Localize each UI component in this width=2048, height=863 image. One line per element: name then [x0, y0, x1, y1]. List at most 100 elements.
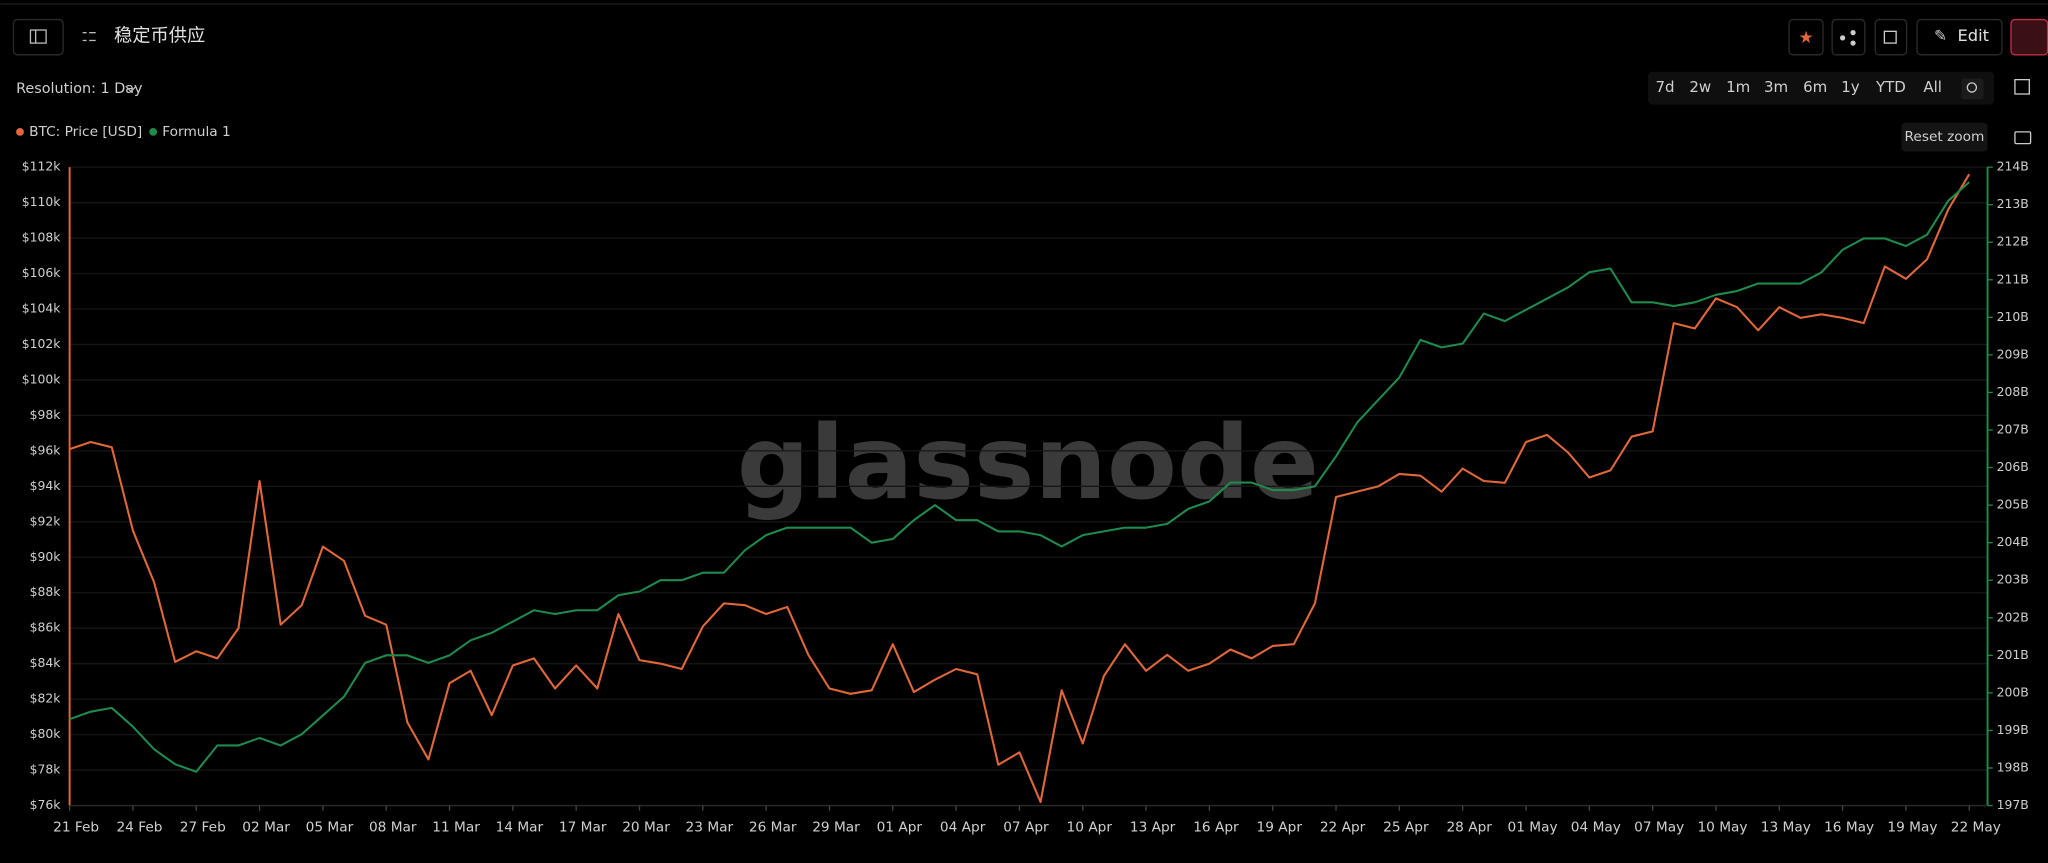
y-tick-label: $112k	[22, 159, 62, 174]
reset-zoom-button[interactable]	[1901, 122, 1988, 152]
x-tick-label: 14 Mar	[496, 820, 544, 836]
y-tick-label: $86k	[30, 620, 62, 635]
y2-tick-label: 212B	[1997, 234, 2029, 249]
y2-tick-label: 211B	[1997, 271, 2029, 286]
copy-button[interactable]	[1874, 18, 1908, 56]
share-button[interactable]	[1831, 18, 1866, 56]
range-button[interactable]: YTD	[1875, 78, 1906, 96]
x-tick-label: 04 May	[1571, 820, 1621, 836]
y-tick-label: $76k	[30, 797, 62, 812]
range-button[interactable]: 7d	[1656, 78, 1675, 96]
x-tick-label: 07 May	[1634, 820, 1684, 836]
x-tick-label: 07 Apr	[1003, 820, 1049, 836]
y2-tick-label: 200B	[1997, 684, 2029, 699]
y2-tick-label: 214B	[1997, 159, 2029, 174]
legend-swatch[interactable]	[16, 127, 24, 136]
y2-tick-label: 206B	[1997, 459, 2029, 474]
range-group	[1648, 71, 1995, 105]
y-tick-label: $80k	[30, 726, 62, 741]
x-tick-label: 27 Feb	[180, 820, 226, 836]
y2-tick-label: 203B	[1997, 572, 2029, 587]
y2-tick-label: 198B	[1997, 759, 2029, 774]
y-tick-label: $88k	[30, 584, 62, 599]
reset-zoom-label: Reset zoom	[1905, 129, 1985, 145]
y2-tick-label: 199B	[1997, 722, 2029, 737]
y-tick-label: $82k	[30, 691, 62, 706]
legend-label[interactable]: Formula 1	[162, 124, 230, 140]
page-title: 稳定币供应	[114, 26, 205, 47]
x-tick-label: 11 Mar	[432, 820, 480, 836]
x-tick-label: 29 Mar	[812, 820, 860, 836]
y2-tick-label: 205B	[1997, 497, 2029, 512]
y-tick-label: $100k	[22, 371, 62, 386]
zoom-button[interactable]	[1961, 78, 1984, 100]
x-tick-label: 16 Apr	[1193, 820, 1239, 836]
y-tick-label: $108k	[22, 230, 62, 245]
x-tick-label: 21 Feb	[53, 820, 99, 836]
series-line	[69, 181, 1970, 773]
x-tick-label: 02 Mar	[242, 820, 290, 836]
resolution-select[interactable]: Resolution: 1 Day	[16, 81, 143, 97]
range-button[interactable]: 2w	[1689, 78, 1711, 96]
range-button[interactable]: 3m	[1764, 78, 1788, 96]
x-tick-label: 26 Mar	[749, 820, 797, 836]
y-tick-label: $92k	[30, 513, 62, 528]
x-tick-label: 01 Apr	[877, 820, 923, 836]
y-tick-label: $94k	[30, 478, 62, 493]
x-tick-label: 20 Mar	[622, 820, 670, 836]
x-tick-label: 10 May	[1697, 820, 1747, 836]
range-button[interactable]: All	[1923, 78, 1942, 96]
x-tick-label: 10 Apr	[1067, 820, 1113, 836]
sidebar-toggle[interactable]	[12, 18, 64, 56]
sidebar-icon	[29, 29, 47, 44]
x-tick-label: 08 Mar	[369, 820, 417, 836]
resolution-caret	[125, 85, 137, 93]
legend-swatch[interactable]	[149, 127, 158, 136]
x-tick-label: 25 Apr	[1383, 820, 1429, 836]
x-tick-label: 17 Mar	[559, 820, 607, 836]
legend-label[interactable]: BTC: Price [USD]	[29, 124, 142, 140]
watermark: glassnode	[737, 404, 1319, 523]
x-tick-label: 13 Apr	[1130, 820, 1176, 836]
x-tick-label: 19 Apr	[1257, 820, 1303, 836]
list-icon[interactable]	[82, 31, 96, 42]
y2-tick-label: 208B	[1997, 384, 2029, 399]
x-tick-label: 23 Mar	[686, 820, 734, 836]
calendar-icon[interactable]	[2014, 78, 2030, 95]
y-tick-label: $96k	[30, 442, 62, 457]
y2-tick-label: 207B	[1997, 422, 2029, 437]
x-tick-label: 04 Apr	[940, 820, 986, 836]
series-line	[69, 173, 1971, 804]
pencil-icon: ✎	[1934, 26, 1947, 45]
x-tick-label: 05 Mar	[306, 820, 354, 836]
range-button[interactable]: 6m	[1803, 78, 1827, 96]
edit-label: Edit	[1958, 26, 1990, 45]
x-tick-label: 22 May	[1951, 820, 2001, 836]
y2-tick-label: 213B	[1997, 196, 2029, 211]
y2-tick-label: 202B	[1997, 609, 2029, 624]
star-icon: ★	[1798, 28, 1813, 48]
x-tick-label: 19 May	[1887, 820, 1937, 836]
y2-tick-label: 209B	[1997, 346, 2029, 361]
avatar[interactable]	[2010, 18, 2048, 56]
x-tick-label: 16 May	[1824, 820, 1874, 836]
range-button[interactable]: 1y	[1841, 78, 1860, 96]
x-tick-label: 13 May	[1761, 820, 1811, 836]
x-tick-label: 24 Feb	[116, 820, 162, 836]
edit-button[interactable]	[1916, 18, 2003, 56]
y2-tick-label: 197B	[1997, 797, 2029, 812]
y-tick-label: $110k	[22, 194, 62, 209]
range-button[interactable]: 1m	[1726, 78, 1750, 96]
x-tick-label: 28 Apr	[1446, 820, 1492, 836]
y-tick-label: $84k	[30, 655, 62, 670]
y-tick-label: $106k	[22, 265, 62, 280]
camera-icon[interactable]	[2014, 131, 2032, 145]
x-tick-label: 22 Apr	[1320, 820, 1366, 836]
y2-tick-label: 204B	[1997, 534, 2029, 549]
y-tick-label: $104k	[22, 300, 62, 315]
y-tick-label: $102k	[22, 336, 62, 351]
favorite-button[interactable]	[1788, 18, 1824, 56]
